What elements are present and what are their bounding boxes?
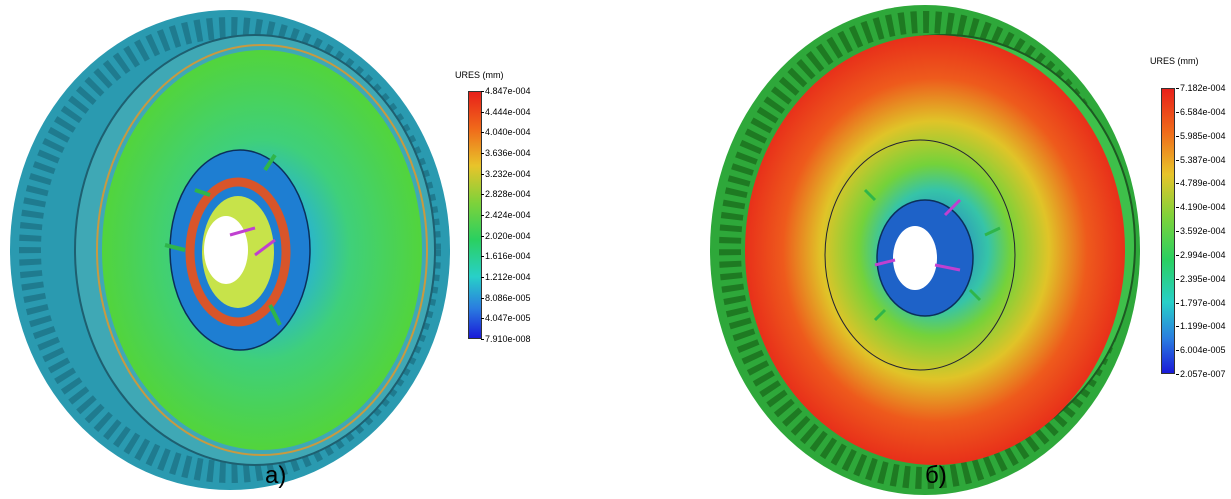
legend-tick-label: 3.232e-004 bbox=[481, 168, 531, 179]
legend-tick-label: 7.910e-008 bbox=[481, 334, 531, 344]
legend-tick-label: 5.985e-004 bbox=[1176, 130, 1226, 141]
legend-tick-label: 4.847e-004 bbox=[481, 86, 531, 96]
legend-tick-label: 3.592e-004 bbox=[1176, 226, 1226, 236]
legend-b-title: URES (mm) bbox=[1150, 56, 1199, 66]
legend-a-title: URES (mm) bbox=[455, 70, 504, 80]
gear-model-b bbox=[710, 5, 1140, 495]
legend-tick-label: 2.994e-004 bbox=[1176, 249, 1226, 260]
legend-tick-label: 4.040e-004 bbox=[481, 127, 531, 138]
panel-a: а) URES (mm) 4.847e-004 4.444e-004 4.040e-… bbox=[0, 0, 615, 499]
legend-tick-label: 1.212e-004 bbox=[481, 272, 531, 282]
legend-tick-label: 8.086e-005 bbox=[481, 292, 531, 303]
legend-tick-label: 7.182e-004 bbox=[1176, 83, 1226, 93]
legend-tick-label: 5.387e-004 bbox=[1176, 154, 1226, 165]
legend-tick-label: 4.190e-004 bbox=[1176, 202, 1226, 213]
legend-tick-label: 2.057e-007 bbox=[1176, 369, 1226, 379]
panel-b-caption: б) bbox=[925, 462, 947, 489]
legend-tick-label: 4.789e-004 bbox=[1176, 178, 1226, 189]
legend-tick-label: 1.199e-004 bbox=[1176, 321, 1226, 332]
legend-tick-label: 6.584e-004 bbox=[1176, 106, 1226, 117]
legend-tick-label: 2.395e-004 bbox=[1176, 273, 1226, 284]
gear-model-a bbox=[10, 10, 450, 490]
panel-b: б) URES (mm) 7.182e-004 6.584e-004 5.985e-… bbox=[615, 0, 1231, 499]
legend-tick-label: 4.047e-005 bbox=[481, 313, 531, 324]
legend-tick-label: 4.444e-004 bbox=[481, 106, 531, 117]
legend-tick-label: 6.004e-005 bbox=[1176, 345, 1226, 356]
legend-a-colorbar bbox=[468, 91, 482, 339]
legend-tick-label: 1.616e-004 bbox=[481, 251, 531, 262]
legend-tick-label: 3.636e-004 bbox=[481, 148, 531, 158]
legend-b-colorbar bbox=[1161, 88, 1175, 374]
panel-a-caption: а) bbox=[265, 462, 287, 489]
legend-tick-label: 2.424e-004 bbox=[481, 210, 531, 220]
legend-tick-label: 2.020e-004 bbox=[481, 230, 531, 241]
legend-tick-label: 2.828e-004 bbox=[481, 189, 531, 200]
legend-tick-label: 1.797e-004 bbox=[1176, 297, 1226, 308]
